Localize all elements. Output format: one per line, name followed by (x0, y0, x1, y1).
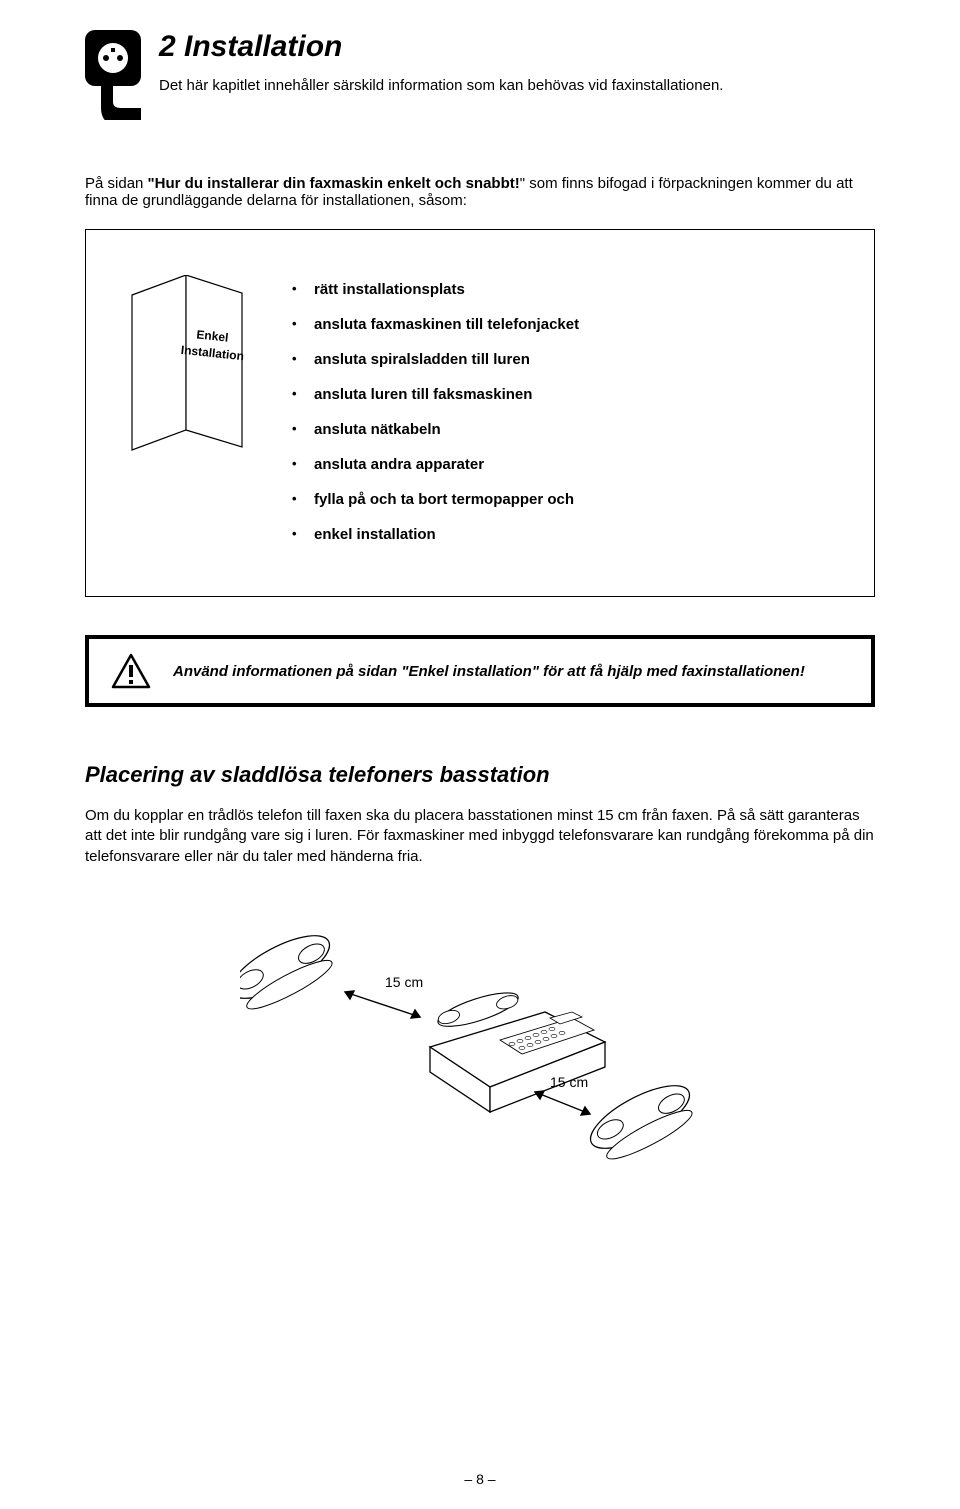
leaflet-box: Enkel Installation rätt installationspla… (85, 229, 875, 597)
distance-label-2: 15 cm (550, 1074, 588, 1090)
list-item: ansluta faxmaskinen till telefonjacket (292, 316, 579, 333)
plug-icon (85, 30, 141, 120)
page-number: – 8 – (0, 1471, 960, 1487)
warning-icon (111, 653, 151, 689)
section-heading: Placering av sladdlösa telefoners bassta… (85, 762, 875, 788)
header-row: 2 Installation Det här kapitlet innehåll… (85, 30, 875, 120)
list-item: ansluta spiralsladden till luren (292, 351, 579, 368)
leaflet-illustration: Enkel Installation (126, 275, 256, 465)
fax-phones-diagram: 15 cm 15 cm (240, 922, 720, 1182)
lead-paragraph: På sidan "Hur du installerar din faxmask… (85, 175, 875, 209)
list-item: ansluta luren till faksmaskinen (292, 386, 579, 403)
list-item: enkel installation (292, 526, 579, 543)
lead-prefix: På sidan (85, 175, 148, 192)
list-item: fylla på och ta bort termopapper och (292, 491, 579, 508)
header-text: 2 Installation Det här kapitlet innehåll… (159, 30, 723, 96)
warning-box: Använd informationen på sidan "Enkel ins… (85, 635, 875, 707)
section-body: Om du kopplar en trådlös telefon till fa… (85, 806, 875, 867)
leaflet-list: rätt installationsplats ansluta faxmaski… (292, 275, 579, 561)
list-item: ansluta andra apparater (292, 456, 579, 473)
page-subtitle: Det här kapitlet innehåller särskild inf… (159, 76, 723, 96)
page-title: 2 Installation (159, 30, 723, 64)
lead-bold: "Hur du installerar din faxmaskin enkelt… (148, 175, 520, 192)
distance-diagram: 15 cm 15 cm (85, 922, 875, 1182)
distance-label-1: 15 cm (385, 974, 423, 990)
list-item: ansluta nätkabeln (292, 421, 579, 438)
list-item: rätt installationsplats (292, 281, 579, 298)
warning-text: Använd informationen på sidan "Enkel ins… (173, 663, 805, 680)
